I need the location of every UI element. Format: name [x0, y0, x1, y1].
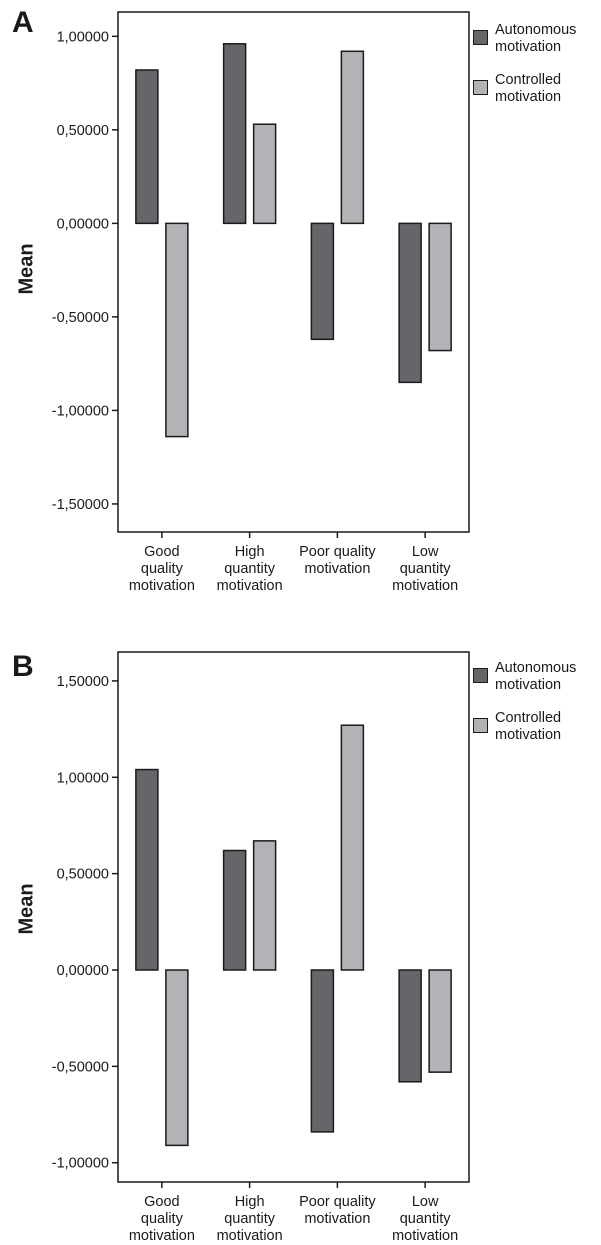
- bar: [135, 69, 159, 225]
- legend-swatch-controlled: [473, 80, 488, 95]
- y-tick-label: 0,00000: [57, 216, 109, 232]
- legend: Autonomous motivation Controlled motivat…: [470, 660, 598, 760]
- x-tick-label: quantity: [400, 1211, 452, 1227]
- bar: [222, 849, 247, 971]
- legend-label-line: motivation: [495, 39, 562, 55]
- chart-panel-b: B Mean 1,50000 1,00000 0,50000 0,00000 -0,50…: [0, 640, 601, 1245]
- legend-label-line: motivation: [495, 89, 562, 105]
- x-tick-label: Low: [412, 1194, 439, 1210]
- legend-item-autonomous: Autonomous motivation: [470, 22, 598, 56]
- bar: [428, 969, 452, 1073]
- bar: [398, 222, 422, 384]
- x-tick-label: Good: [144, 544, 179, 560]
- x-tick-label: High: [235, 544, 265, 560]
- x-tick-label: motivation: [392, 1228, 458, 1244]
- legend-swatch-controlled: [473, 718, 488, 733]
- bar: [340, 50, 365, 225]
- x-tick-label: High: [235, 1194, 265, 1210]
- x-tick-label: quantity: [224, 561, 276, 577]
- legend-label-line: motivation: [495, 727, 562, 743]
- legend-item-controlled: Controlled motivation: [470, 710, 598, 744]
- y-tick-label: 1,50000: [57, 674, 109, 690]
- bar: [252, 840, 277, 971]
- plot-frame: [117, 651, 470, 1183]
- bar: [252, 123, 277, 225]
- x-tick-label: motivation: [217, 578, 283, 594]
- bar: [165, 222, 189, 438]
- bar: [165, 969, 189, 1147]
- x-tick-label: quality: [141, 1211, 184, 1227]
- x-tick-label: motivation: [392, 578, 458, 594]
- legend-item-autonomous: Autonomous motivation: [470, 660, 598, 694]
- y-tick-label: 0,00000: [57, 963, 109, 979]
- bar-chart-a: 1,00000 0,50000 0,00000 -0,50000 -1,00000 -1,…: [52, 11, 470, 594]
- panel-label: B: [12, 650, 34, 683]
- y-tick-label: 0,50000: [57, 123, 109, 139]
- panel-label: A: [12, 6, 34, 39]
- legend: Autonomous motivation Controlled motivat…: [470, 22, 598, 122]
- legend-label-line: motivation: [495, 677, 562, 693]
- legend-swatch-autonomous: [473, 668, 488, 683]
- legend-swatch-autonomous: [473, 30, 488, 45]
- legend-label-line: Controlled: [495, 72, 562, 88]
- x-tick-label: quantity: [224, 1211, 276, 1227]
- chart-panel-a: A Mean 1,00000 0,50000 0,00000 -0,50000 -1,0…: [0, 0, 601, 620]
- y-tick-label: -1,00000: [52, 1156, 109, 1172]
- x-tick-label: Low: [412, 544, 439, 560]
- bar: [310, 969, 335, 1133]
- x-tick-label: quantity: [400, 561, 452, 577]
- plot-frame: [117, 11, 470, 533]
- bar: [428, 222, 452, 352]
- y-tick-label: 1,00000: [57, 29, 109, 45]
- y-tick-label: -1,00000: [52, 403, 109, 419]
- x-tick-label: quality: [141, 561, 184, 577]
- y-tick-label: 1,00000: [57, 770, 109, 786]
- x-tick-label: motivation: [129, 1228, 195, 1244]
- y-tick-label: -0,50000: [52, 1059, 109, 1075]
- legend-label-line: Controlled: [495, 710, 562, 726]
- y-tick-label: 0,50000: [57, 867, 109, 883]
- y-tick-label: -0,50000: [52, 310, 109, 326]
- x-tick-label: motivation: [129, 578, 195, 594]
- y-tick-label: -1,50000: [52, 497, 109, 513]
- x-tick-label: motivation: [304, 561, 370, 577]
- legend-item-controlled: Controlled motivation: [470, 72, 598, 106]
- legend-label-line: Autonomous: [495, 22, 577, 38]
- x-tick-label: Poor quality: [299, 544, 376, 560]
- bar: [310, 222, 335, 341]
- bar: [340, 724, 365, 971]
- x-tick-label: Poor quality: [299, 1194, 376, 1210]
- bar: [135, 768, 159, 971]
- x-tick-label: motivation: [304, 1211, 370, 1227]
- legend-label-line: Autonomous: [495, 660, 577, 676]
- bar: [222, 43, 247, 225]
- bar: [398, 969, 422, 1083]
- x-tick-label: motivation: [217, 1228, 283, 1244]
- bar-chart-b: 1,50000 1,00000 0,50000 0,00000 -0,50000 -1,0…: [52, 651, 470, 1244]
- x-tick-label: Good: [144, 1194, 179, 1210]
